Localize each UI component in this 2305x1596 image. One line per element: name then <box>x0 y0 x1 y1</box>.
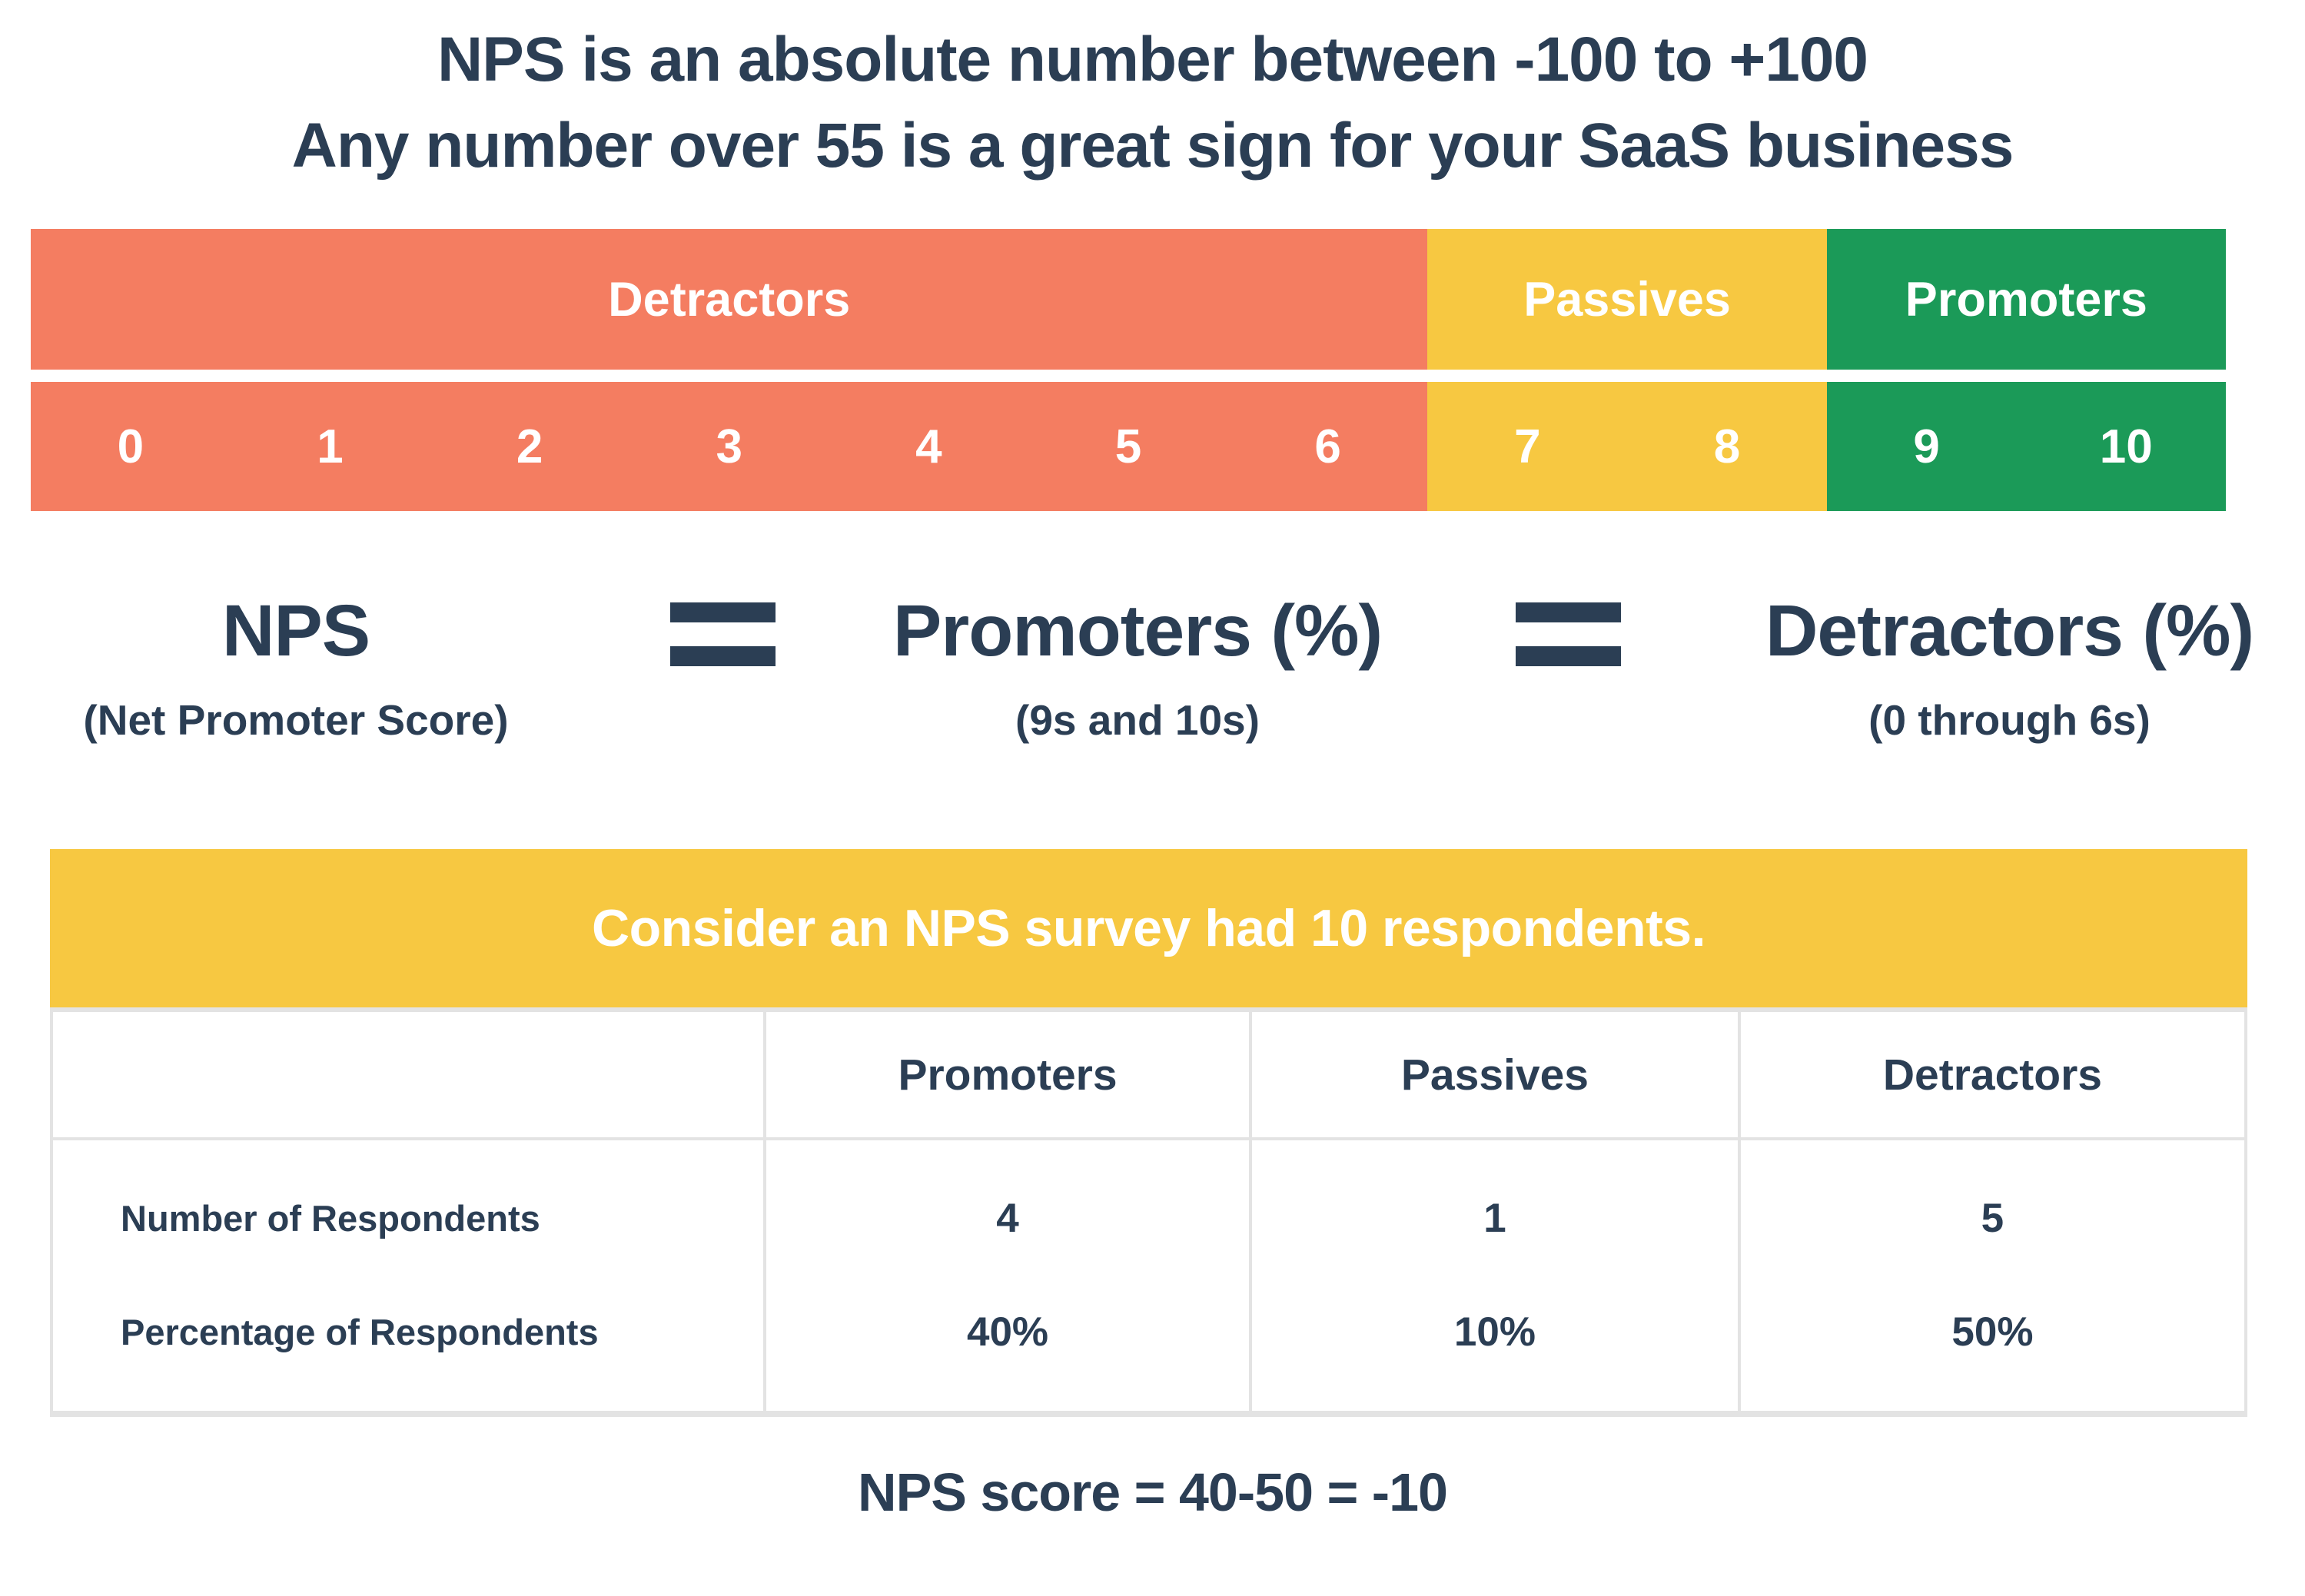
survey-table-header-row: Promoters Passives Detractors <box>53 1012 2244 1140</box>
detractors-count: 5 <box>1981 1196 2004 1241</box>
title-line-1: NPS is an absolute number between -100 t… <box>437 25 1868 95</box>
formula-term-detractors: Detractors (%) (0 through 6s) <box>1714 593 2305 744</box>
values-cell-detractors: 5 50% <box>1741 1140 2244 1411</box>
row-label-percentage: Percentage of Respondents <box>121 1312 599 1352</box>
formula-term-sub: (Net Promoter Score) <box>83 696 509 744</box>
scale-number-6: 6 <box>1227 382 1428 511</box>
scale-segment-passives: Passives <box>1427 229 1827 370</box>
scale-number-3: 3 <box>629 382 829 511</box>
nps-score-result: NPS score = 40-50 = -10 <box>858 1462 1448 1522</box>
formula-term-main: Promoters (%) <box>892 590 1383 672</box>
equals-bar-top <box>669 602 776 622</box>
segment-label: Passives <box>1523 272 1731 327</box>
scale-segment-detractors: Detractors <box>31 229 1428 370</box>
equals-bar-bottom <box>669 646 776 666</box>
scale-number-10: 10 <box>2026 382 2227 511</box>
promoters-count: 4 <box>996 1196 1019 1241</box>
scale-number-2: 2 <box>430 382 629 511</box>
scale-number-7: 7 <box>1427 382 1628 511</box>
passives-percentage: 10% <box>1453 1309 1536 1355</box>
header-cell-passives: Passives <box>1252 1012 1741 1137</box>
row-label-number: Number of Respondents <box>121 1198 540 1239</box>
passives-count: 1 <box>1483 1196 1506 1241</box>
title-line-2: Any number over 55 is a great sign for y… <box>291 111 2014 181</box>
scale-segment-promoters: Promoters <box>1826 229 2226 370</box>
title-block: NPS is an absolute number between -100 t… <box>0 17 2305 189</box>
equals-bar-bottom <box>1515 646 1621 666</box>
nps-scale-labels-row: Detractors Passives Promoters <box>31 229 2226 370</box>
formula-term-main: NPS <box>221 590 370 672</box>
formula-term-promoters: Promoters (%) (9s and 10s) <box>853 593 1422 744</box>
scale-number-4: 4 <box>829 382 1029 511</box>
scale-number-0: 0 <box>31 382 231 511</box>
values-cell-promoters: 4 40% <box>766 1140 1253 1411</box>
scale-number-1: 1 <box>230 382 430 511</box>
scale-number-5: 5 <box>1028 382 1228 511</box>
detractors-percentage: 50% <box>1951 1309 2034 1355</box>
formula-term-sub: (9s and 10s) <box>1015 696 1260 744</box>
formula-term-sub: (0 through 6s) <box>1868 696 2151 744</box>
equals-icon <box>1422 593 1714 744</box>
row-labels-cell: Number of Respondents Percentage of Resp… <box>53 1140 766 1411</box>
equals-bar-top <box>1515 602 1621 622</box>
survey-banner-text: Consider an NPS survey had 10 respondent… <box>591 899 1706 957</box>
values-cell-passives: 1 10% <box>1252 1140 1741 1411</box>
survey-example-card: Consider an NPS survey had 10 respondent… <box>50 849 2247 1417</box>
promoters-percentage: 40% <box>966 1309 1049 1355</box>
segment-label: Promoters <box>1905 272 2147 327</box>
survey-table: Promoters Passives Detractors Number of … <box>50 1007 2247 1417</box>
header-cell-empty <box>53 1012 766 1137</box>
segment-label: Detractors <box>608 272 851 327</box>
header-cell-detractors: Detractors <box>1882 1050 2102 1100</box>
equals-icon <box>592 593 853 744</box>
survey-table-body: Number of Respondents Percentage of Resp… <box>53 1140 2244 1411</box>
formula-term-main: Detractors (%) <box>1765 590 2254 672</box>
scale-number-9: 9 <box>1826 382 2027 511</box>
formula-term-nps: NPS (Net Promoter Score) <box>0 593 592 744</box>
nps-scale-numbers-row: 0 1 2 3 4 5 6 7 8 9 10 <box>31 382 2227 511</box>
scale-number-8: 8 <box>1627 382 1827 511</box>
nps-formula: NPS (Net Promoter Score) Promoters (%) (… <box>0 593 2305 744</box>
header-cell-promoters: Promoters <box>766 1012 1253 1137</box>
survey-banner: Consider an NPS survey had 10 respondent… <box>50 849 2247 1007</box>
